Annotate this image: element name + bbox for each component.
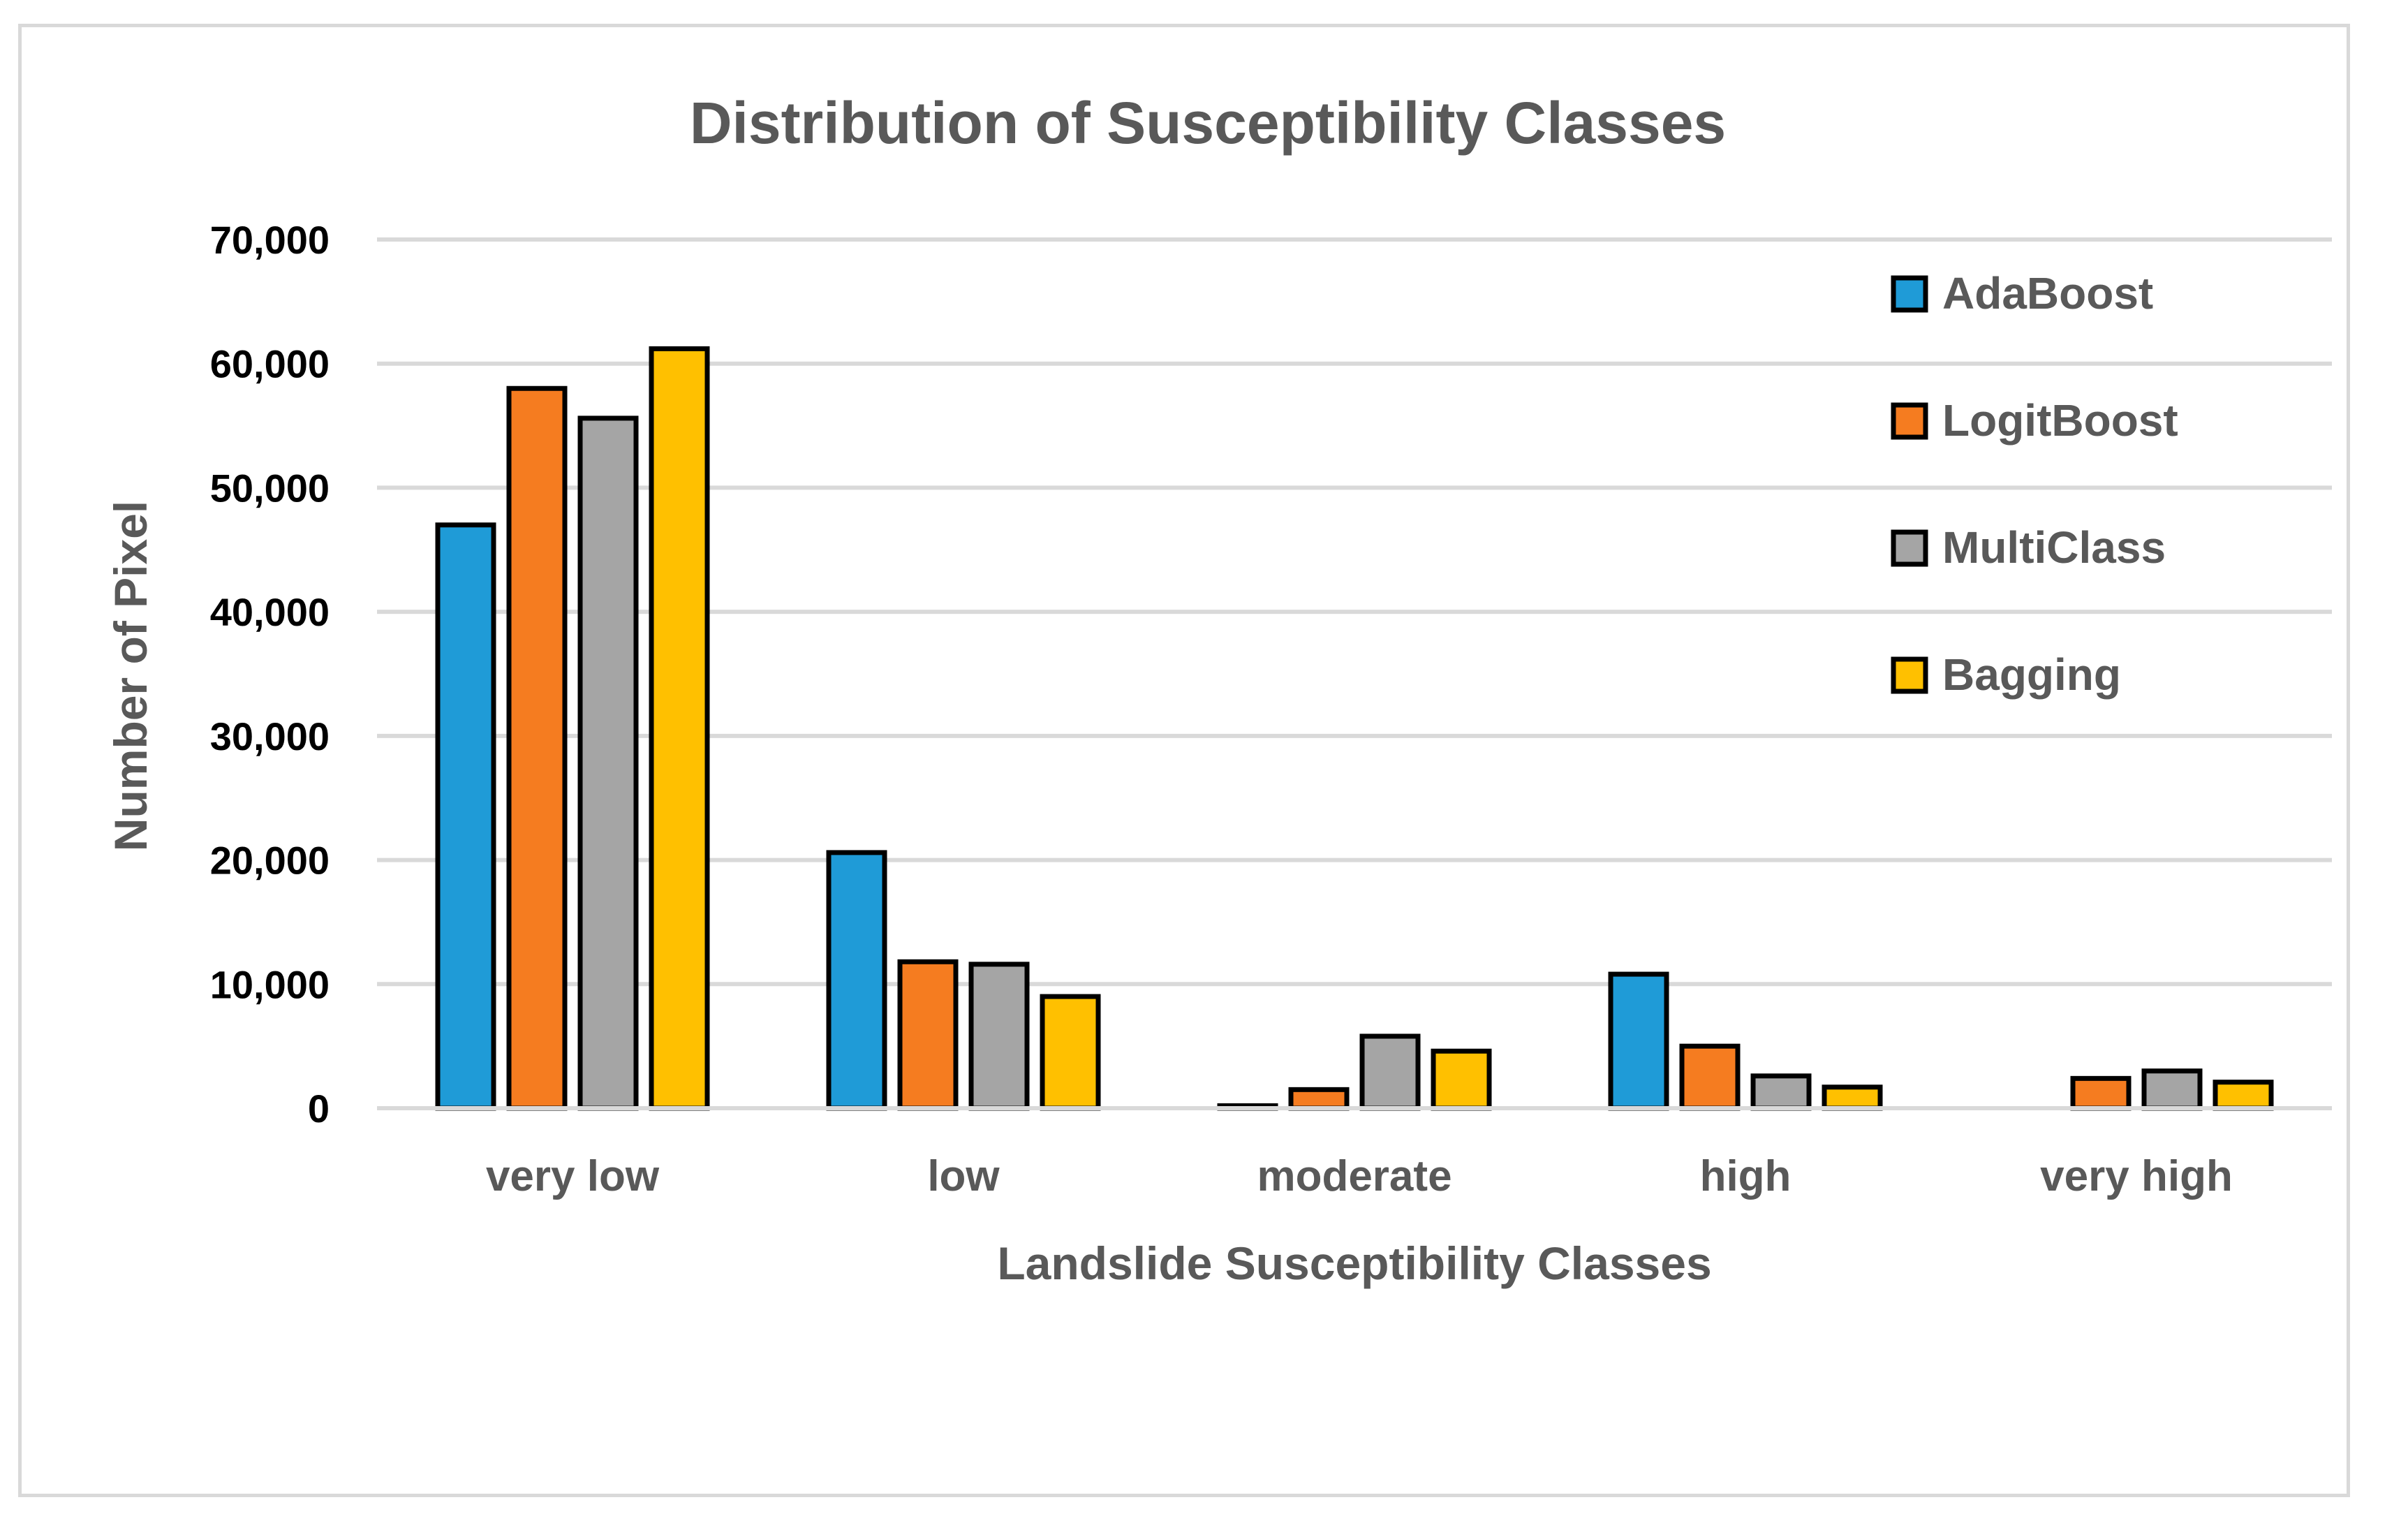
bars	[435, 346, 2274, 1111]
bar-bagging-very-low	[649, 346, 710, 1111]
bar-multiclass-very-low	[577, 415, 639, 1111]
chart-title: Distribution of Susceptibility Classes	[690, 90, 1726, 156]
x-tick-label: high	[1700, 1152, 1792, 1200]
bar-logitboost-very-low	[506, 385, 568, 1111]
bar-multiclass-high	[1750, 1073, 1812, 1111]
bar-adaboost-low	[826, 850, 887, 1111]
y-tick-label: 10,000	[210, 962, 330, 1006]
y-tick-label: 20,000	[210, 839, 330, 883]
y-axis-ticks: 0 10,000 20,000 30,000 40,000 50,000 60,000 70,…	[210, 218, 330, 1131]
y-axis-title: Number of Pixel	[105, 501, 156, 851]
x-axis-title: Landslide Susceptibility Classes	[997, 1237, 1711, 1289]
chart-frame	[18, 24, 2350, 1497]
bar-logitboost-moderate	[1288, 1087, 1350, 1111]
y-tick-label: 40,000	[210, 590, 330, 634]
y-tick-label: 30,000	[210, 714, 330, 758]
legend-swatch-multiclass	[1891, 529, 1928, 567]
legend-label-multiclass: MultiClass	[1942, 522, 2166, 573]
bar-bagging-moderate	[1431, 1048, 1492, 1111]
y-tick-label: 60,000	[210, 342, 330, 386]
bar-bagging-low	[1040, 994, 1101, 1111]
bar-multiclass-very-high	[2141, 1068, 2203, 1111]
legend-label-bagging: Bagging	[1942, 649, 2121, 700]
x-tick-label: low	[927, 1152, 1000, 1200]
y-tick-label: 50,000	[210, 466, 330, 510]
bar-multiclass-moderate	[1359, 1033, 1421, 1111]
legend-swatch-logitboost	[1891, 402, 1928, 440]
bar-bagging-very-high	[2213, 1080, 2274, 1111]
legend: AdaBoost LogitBoost MultiClass Bagging	[1891, 268, 2178, 700]
bar-logitboost-low	[897, 959, 959, 1111]
x-tick-label: very low	[486, 1152, 660, 1200]
legend-swatch-adaboost	[1891, 275, 1928, 313]
bar-multiclass-low	[968, 962, 1030, 1111]
bar-logitboost-high	[1679, 1043, 1741, 1111]
legend-label-adaboost: AdaBoost	[1942, 268, 2153, 318]
y-tick-label: 0	[308, 1087, 330, 1131]
x-tick-label: moderate	[1257, 1152, 1452, 1200]
bar-adaboost-high	[1608, 971, 1669, 1111]
y-tick-label: 70,000	[210, 218, 330, 262]
bar-bagging-high	[1822, 1084, 1883, 1111]
bar-adaboost-very-low	[435, 522, 496, 1111]
legend-swatch-bagging	[1891, 656, 1928, 694]
x-axis-ticks: very low low moderate high very high	[486, 1152, 2233, 1200]
bar-logitboost-very-high	[2070, 1075, 2132, 1111]
x-tick-label: very high	[2040, 1152, 2233, 1200]
legend-label-logitboost: LogitBoost	[1942, 395, 2178, 446]
